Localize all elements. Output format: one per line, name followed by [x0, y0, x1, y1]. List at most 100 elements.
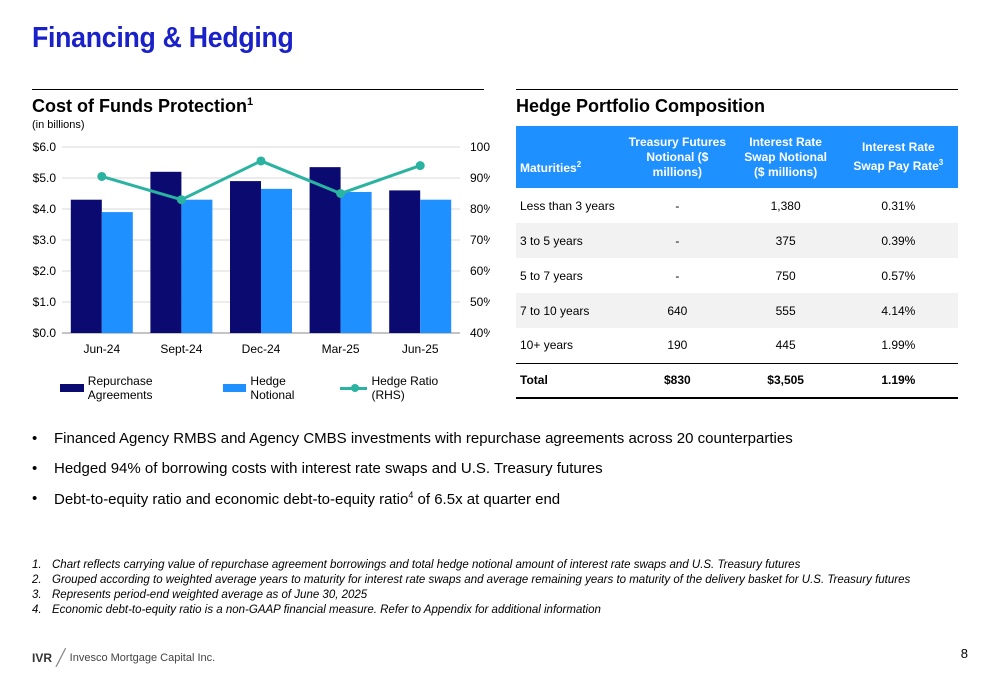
- hedge-ratio-point: [176, 195, 186, 205]
- bullet-text: Debt-to-equity ratio and economic debt-t…: [54, 490, 560, 508]
- bullet-text-part: Debt-to-equity ratio and economic debt-t…: [54, 491, 409, 508]
- bar-repurchase: [309, 167, 341, 333]
- y-tick-label: $6.0: [33, 140, 57, 154]
- x-tick-label: Dec-24: [242, 342, 281, 356]
- cell-pay-rate: 4.14%: [838, 293, 958, 328]
- cost-of-funds-chart: $0.0 $1.0 $2.0 $3.0 $4.0 $5.0 $6.0 40% 50% 60% 70%…: [33, 140, 490, 356]
- footnote-text: Economic debt-to-equity ratio is a non-G…: [52, 604, 601, 616]
- x-tick-label: Jun-24: [83, 342, 120, 356]
- list-item: • Hedged 94% of borrowing costs with inte…: [32, 460, 793, 477]
- hedge-ratio-point: [415, 161, 425, 171]
- units-note: (in billions): [32, 119, 85, 131]
- cell-swap-notional: 445: [775, 338, 796, 353]
- footnote: 4. Economic debt-to-equity ratio is a non…: [32, 604, 910, 616]
- hedge-portfolio-table: Maturities2 Treasury Futures Notional ($…: [516, 126, 958, 399]
- table-header-row: Maturities2 Treasury Futures Notional ($…: [516, 126, 958, 188]
- hedge-ratio-point: [97, 171, 107, 181]
- y2-tick-label: 70%: [470, 233, 490, 247]
- footnote: 3. Represents period-end weighted average…: [32, 589, 910, 601]
- table-row: 7 to 10 years 640 555 4.14%: [516, 293, 958, 328]
- bar-hedge-notional: [420, 199, 452, 333]
- y-tick-label: $0.0: [33, 326, 57, 340]
- y2-tick-label: 100%: [470, 140, 490, 154]
- cell-pay-rate: 0.57%: [881, 268, 916, 283]
- page-number: 8: [960, 646, 968, 661]
- cell-maturity: 7 to 10 years: [516, 293, 623, 328]
- legend-swatch-hedge-ratio: [340, 383, 368, 393]
- footnote: 2. Grouped according to weighted average …: [32, 574, 910, 586]
- legend-repurchase: Repurchase Agreements: [60, 374, 209, 402]
- x-tick-label: Mar-25: [322, 342, 360, 356]
- hedge-ratio-point: [336, 189, 346, 198]
- legend-hedge-notional: Hedge Notional: [222, 374, 326, 402]
- bullet-text: Financed Agency RMBS and Agency CMBS inv…: [54, 430, 793, 447]
- bullet-text-part: of 6.5x at quarter end: [413, 491, 561, 508]
- bullet-dot: •: [32, 490, 38, 507]
- header-maturities-text: Maturities: [520, 161, 577, 175]
- page-title: Financing & Hedging: [32, 22, 294, 54]
- list-item: • Debt-to-equity ratio and economic debt-…: [32, 490, 793, 508]
- cell-maturity: Less than 3 years: [520, 198, 615, 213]
- y2-tick-label: 60%: [470, 264, 490, 278]
- logo-slash: ╱: [56, 650, 66, 667]
- y-tick-label: $5.0: [33, 171, 57, 185]
- bullet-dot: •: [32, 460, 38, 477]
- logo-ivr: IVR: [32, 651, 53, 665]
- cell-pay-rate: 1.99%: [881, 338, 916, 353]
- legend-hedge-ratio: Hedge Ratio (RHS): [340, 374, 466, 402]
- x-tick-label: Sept-24: [160, 342, 202, 356]
- company-logo: IVR ╱ Invesco Mortgage Capital Inc.: [32, 648, 215, 668]
- footnote-number: 4.: [32, 604, 42, 616]
- table-total-row: Total $830 $3,505 1.19%: [516, 362, 958, 399]
- bar-repurchase: [230, 181, 261, 333]
- legend-label-repurchase: Repurchase Agreements: [87, 374, 153, 402]
- footnotes: 1. Chart reflects carrying value of repur…: [32, 559, 910, 619]
- bullet-text: Hedged 94% of borrowing costs with inter…: [54, 460, 603, 477]
- footnote: 1. Chart reflects carrying value of repur…: [32, 559, 910, 571]
- key-points-list: • Financed Agency RMBS and Agency CMBS in…: [32, 430, 793, 521]
- legend-label-hedge-notional: Hedge Notional: [250, 374, 295, 402]
- x-tick-label: Jun-25: [402, 342, 439, 356]
- table-row: 10+ years 190 445 1.99%: [516, 328, 958, 363]
- cell-swap-notional: 750: [775, 268, 796, 283]
- footnote-number: 1.: [32, 559, 42, 571]
- cell-treasury-futures: -: [622, 223, 733, 258]
- hedge-ratio-point: [256, 156, 266, 166]
- header-swap-pay-rate: Interest Rate Swap Pay Rate3: [838, 126, 958, 188]
- footnote-text: Chart reflects carrying value of repurch…: [52, 559, 801, 571]
- header-maturities-sup: 2: [576, 160, 582, 169]
- cell-swap-notional: 555: [732, 293, 839, 328]
- table-row: 3 to 5 years - 375 0.39%: [516, 223, 958, 258]
- cell-maturity: 10+ years: [520, 338, 574, 353]
- footnote-number: 3.: [32, 589, 42, 601]
- cell-pay-rate: 1.19%: [838, 362, 958, 399]
- chart-legend: Repurchase Agreements Hedge Notional Hed…: [60, 374, 480, 402]
- logo-company-name: Invesco Mortgage Capital Inc.: [69, 652, 216, 664]
- cell-maturity: 3 to 5 years: [516, 223, 623, 258]
- right-divider: [516, 89, 958, 90]
- table-row: 5 to 7 years - 750 0.57%: [516, 258, 958, 293]
- bar-hedge-notional: [340, 191, 372, 333]
- bar-hedge-notional: [261, 188, 292, 333]
- footnote-text: Represents period-end weighted average a…: [52, 589, 368, 601]
- legend-label-hedge-ratio: Hedge Ratio (RHS): [371, 374, 439, 402]
- header-swap-pay-rate-sup: 3: [938, 158, 944, 167]
- header-treasury-futures-text: Treasury Futures Notional ($ millions): [628, 134, 727, 179]
- chart-title-text: Cost of Funds Protection: [32, 96, 247, 116]
- footnote-number: 2.: [32, 574, 42, 586]
- header-maturities: Maturities2: [516, 126, 623, 188]
- bar-repurchase: [389, 190, 421, 333]
- cell-treasury-futures: 640: [622, 293, 733, 328]
- bullet-dot: •: [32, 430, 38, 447]
- y2-tick-label: 40%: [470, 326, 490, 340]
- chart-title: Cost of Funds Protection1: [32, 96, 253, 117]
- header-treasury-futures: Treasury Futures Notional ($ millions): [622, 126, 733, 188]
- chart-title-sup: 1: [247, 96, 254, 108]
- bar-hedge-notional: [181, 199, 213, 333]
- y2-tick-label: 50%: [470, 295, 490, 309]
- footnote-text: Grouped according to weighted average ye…: [52, 574, 911, 586]
- y-tick-label: $1.0: [33, 295, 57, 309]
- cell-treasury-futures: -: [675, 198, 680, 213]
- cell-pay-rate: 0.31%: [881, 198, 916, 213]
- cell-maturity: 5 to 7 years: [520, 268, 583, 283]
